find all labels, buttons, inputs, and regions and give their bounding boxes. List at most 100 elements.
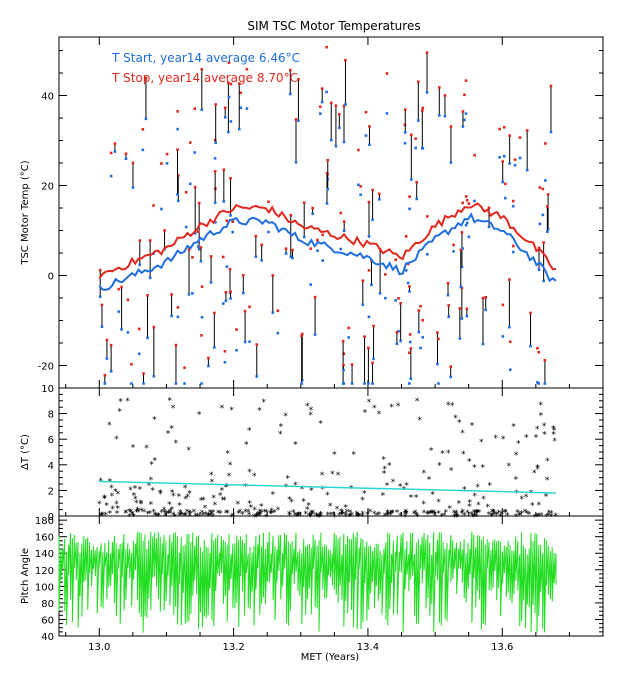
delta-point: * [352, 450, 357, 460]
temp-start-point [425, 91, 429, 94]
delta-point: * [262, 508, 267, 518]
temp-stop-point [501, 303, 505, 307]
delta-point: * [426, 509, 431, 519]
temp-stop-point [321, 233, 325, 237]
delta-point: * [185, 493, 190, 503]
temp-stop-point [146, 294, 149, 297]
delta-point: * [271, 490, 276, 500]
delta-point: * [455, 513, 460, 523]
delta-point: * [547, 512, 552, 522]
delta-point: * [218, 492, 223, 502]
temp-stop-point [311, 206, 314, 210]
temp-start-point [481, 342, 485, 346]
delta-point: * [166, 430, 171, 440]
temp-stop-point [367, 269, 371, 272]
delta-point: * [151, 508, 156, 518]
delta-point: * [102, 494, 107, 504]
temp-stop-point [421, 318, 425, 322]
temp-start-point [255, 375, 259, 378]
delta-point: * [474, 512, 479, 522]
delta-point: * [254, 513, 259, 523]
temp-start-point [223, 116, 227, 119]
temp-stop-point [113, 142, 117, 145]
delta-trend-line [99, 480, 557, 494]
temp-start-point [311, 212, 314, 216]
delta-point: * [295, 513, 300, 523]
temp-stop-point [193, 185, 197, 189]
delta-point: * [183, 495, 188, 505]
temp-start-point [188, 182, 192, 186]
delta-point: * [261, 398, 266, 408]
delta-point: * [415, 512, 420, 522]
delta-point: * [403, 509, 408, 519]
temp-stop-point [461, 110, 465, 113]
delta-point: * [385, 482, 390, 492]
temp-start-point [100, 325, 104, 329]
temp-stop-point [200, 334, 203, 337]
temp-start-point [484, 308, 488, 312]
delta-point: * [440, 449, 445, 459]
temp-start-point [237, 127, 241, 131]
delta-point: * [330, 470, 335, 480]
delta-point: * [284, 483, 289, 493]
temp-start-point [465, 314, 469, 318]
delta-point: * [472, 513, 477, 523]
temp-stop-point [461, 201, 464, 205]
temp-stop-point [109, 151, 113, 155]
delta-point: * [545, 457, 550, 467]
delta-point: * [421, 500, 426, 510]
delta-point: * [457, 418, 462, 428]
delta-point: * [527, 510, 532, 520]
temp-stop-point [130, 362, 133, 366]
temp-stop-point [446, 281, 450, 285]
temp-start-point [214, 221, 217, 224]
temp-stop-point [529, 311, 532, 315]
temp-stop-point [187, 248, 191, 251]
delta-point: * [453, 414, 458, 424]
delta-point: * [381, 455, 386, 465]
temp-stop-point [511, 244, 515, 248]
delta-point: * [304, 510, 309, 520]
temp-stop-point [417, 309, 421, 312]
legend-stop: T Stop, year14 average 8.70°C [111, 71, 298, 85]
delta-point: * [530, 501, 535, 511]
temp-start-point [113, 150, 117, 153]
pitch-y-tick-label: 120 [35, 566, 54, 577]
temp-stop-point [174, 343, 178, 347]
delta-point: * [453, 513, 458, 523]
delta-point: * [446, 449, 451, 459]
temp-start-point [404, 269, 408, 272]
temp-stop-point [124, 152, 128, 156]
delta-point: * [385, 509, 390, 519]
delta-point: * [102, 494, 107, 504]
temp-stop-point [300, 332, 304, 336]
temp-stop-point [235, 328, 238, 331]
delta-point: * [465, 509, 470, 519]
delta-point: * [247, 468, 252, 478]
temp-start-point [339, 247, 343, 251]
delta-point: * [469, 510, 474, 520]
temp-stop-point [408, 195, 411, 198]
temp-start-point [419, 346, 422, 350]
temp-start-point [193, 151, 197, 154]
delta-point: * [178, 508, 183, 518]
delta-point: * [145, 510, 150, 520]
delta-point: * [404, 508, 409, 518]
delta-point: * [244, 440, 249, 450]
delta-point: * [166, 509, 171, 519]
temp-stop-point [138, 239, 142, 242]
temp-stop-point [184, 190, 188, 194]
temp-stop-point [141, 128, 145, 131]
temp-start-point [508, 325, 511, 329]
temp-stop-point [200, 68, 204, 71]
delta-point: * [542, 430, 547, 440]
delta-point: * [554, 512, 559, 522]
delta-point: * [125, 397, 130, 407]
delta-point: * [395, 509, 400, 519]
temp-stop-point [227, 81, 230, 85]
delta-point: * [264, 508, 269, 518]
delta-point: * [97, 500, 102, 510]
temp-start-point [508, 162, 511, 165]
delta-point: * [247, 500, 252, 510]
delta-point: * [136, 508, 141, 518]
